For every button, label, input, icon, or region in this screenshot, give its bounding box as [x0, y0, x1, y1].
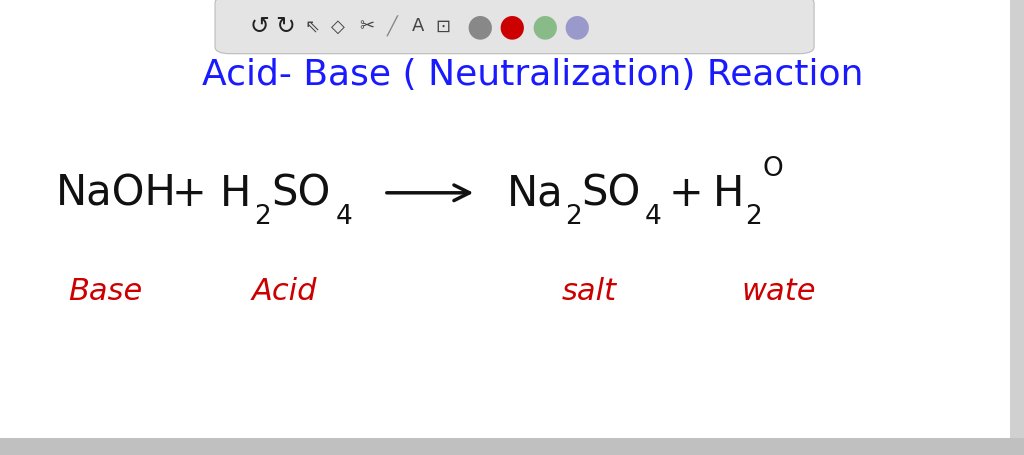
Text: 4: 4 [645, 203, 662, 229]
Text: ⇖: ⇖ [305, 17, 319, 35]
Text: +: + [669, 172, 703, 214]
Text: NaOH: NaOH [56, 172, 177, 214]
Text: ⊡: ⊡ [436, 17, 451, 35]
Text: SO: SO [271, 172, 331, 214]
Text: 2: 2 [745, 203, 762, 229]
Text: wate: wate [741, 277, 815, 306]
FancyBboxPatch shape [215, 0, 814, 55]
Text: salt: salt [561, 277, 616, 306]
Text: 2: 2 [254, 203, 270, 229]
Text: ↻: ↻ [274, 15, 295, 38]
Text: 2: 2 [565, 203, 582, 229]
Text: ╱: ╱ [387, 16, 397, 37]
Text: O: O [763, 155, 783, 182]
FancyBboxPatch shape [0, 438, 1024, 455]
Text: H: H [220, 172, 252, 214]
Text: Acid- Base ( Neutralization) Reaction: Acid- Base ( Neutralization) Reaction [202, 58, 863, 92]
Text: ●: ● [466, 12, 493, 41]
Text: ●: ● [563, 12, 590, 41]
Text: ↺: ↺ [249, 15, 269, 38]
Text: H: H [713, 172, 744, 214]
Text: ●: ● [499, 12, 525, 41]
Text: Acid: Acid [252, 277, 317, 306]
Text: Base: Base [69, 277, 142, 306]
Text: A: A [412, 17, 424, 35]
FancyBboxPatch shape [1010, 0, 1024, 438]
Text: ✂: ✂ [359, 17, 374, 35]
Text: Na: Na [507, 172, 563, 214]
Text: +: + [172, 172, 207, 214]
Text: ●: ● [531, 12, 558, 41]
Text: SO: SO [582, 172, 641, 214]
Text: 4: 4 [336, 203, 352, 229]
Text: ◇: ◇ [331, 17, 345, 35]
